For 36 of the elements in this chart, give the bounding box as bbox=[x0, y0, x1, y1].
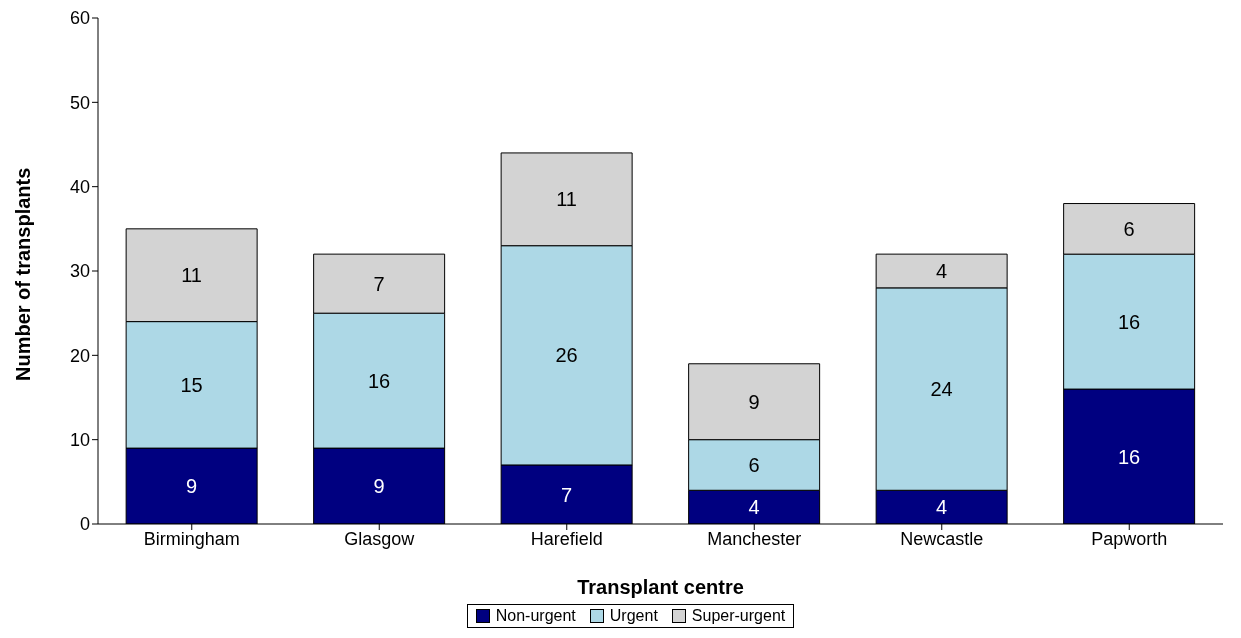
y-tick-label: 60 bbox=[69, 8, 90, 29]
data-label: 7 bbox=[373, 272, 385, 295]
data-label: 15 bbox=[180, 373, 203, 396]
data-label: 16 bbox=[1118, 310, 1141, 333]
data-label: 6 bbox=[748, 454, 760, 477]
x-tick-label: Harefield bbox=[530, 528, 603, 549]
y-tick-label: 20 bbox=[69, 345, 90, 366]
y-tick-label: 0 bbox=[79, 514, 90, 535]
data-label: 11 bbox=[556, 188, 578, 211]
legend-label: Urgent bbox=[608, 607, 658, 625]
data-label: 6 bbox=[1123, 217, 1135, 240]
data-label: 11 bbox=[181, 264, 203, 287]
data-label: 16 bbox=[1118, 445, 1141, 468]
data-label: 7 bbox=[561, 483, 573, 506]
x-tick-label: Manchester bbox=[707, 528, 802, 549]
legend-label: Super-urgent bbox=[690, 607, 786, 625]
x-tick-label: Newcastle bbox=[900, 528, 984, 549]
data-label: 4 bbox=[936, 260, 948, 283]
data-label: 24 bbox=[930, 378, 953, 401]
data-label: 4 bbox=[936, 496, 948, 519]
x-tick-label: Birmingham bbox=[143, 528, 240, 549]
y-tick-label: 40 bbox=[69, 177, 90, 198]
x-tick-label: Glasgow bbox=[344, 528, 416, 549]
data-label: 26 bbox=[555, 344, 578, 367]
data-label: 9 bbox=[373, 475, 385, 498]
data-label: 9 bbox=[186, 475, 198, 498]
legend-label: Non-urgent bbox=[494, 607, 576, 625]
y-tick-label: 30 bbox=[69, 261, 90, 282]
data-label: 9 bbox=[748, 390, 760, 413]
data-label: 4 bbox=[748, 496, 760, 519]
x-tick-label: Papworth bbox=[1091, 528, 1168, 549]
y-axis-title: Number of transplants bbox=[12, 167, 35, 381]
y-tick-label: 10 bbox=[69, 430, 90, 451]
y-tick-label: 50 bbox=[69, 92, 90, 113]
x-axis-title: Transplant centre bbox=[577, 576, 744, 598]
data-label: 16 bbox=[368, 369, 391, 392]
